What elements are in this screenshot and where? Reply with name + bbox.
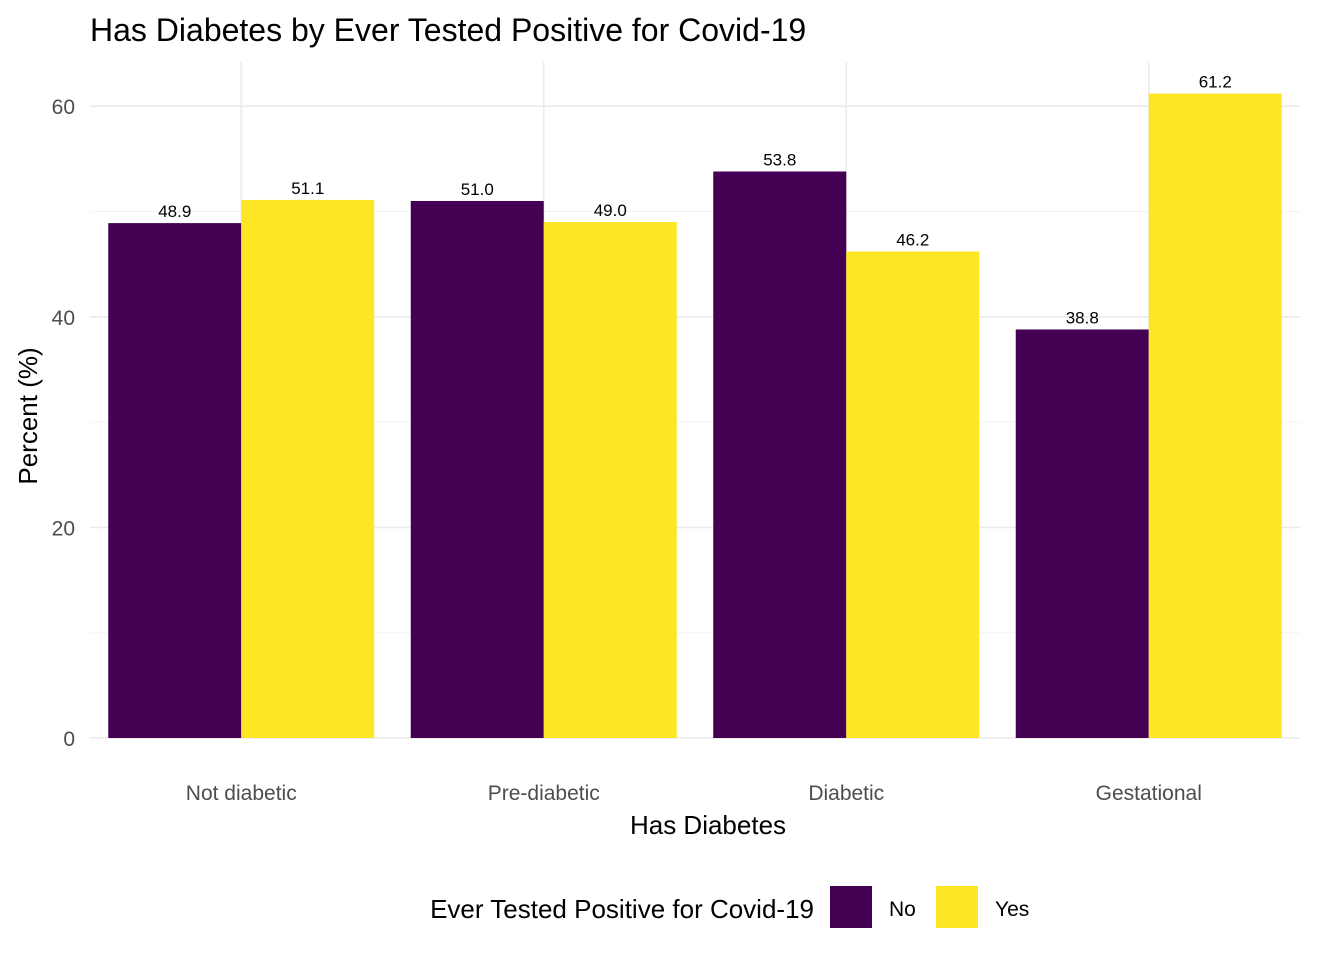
data-label-yes-2: 46.2 <box>896 231 929 250</box>
legend-label-yes: Yes <box>995 898 1029 921</box>
y-tick-label: 0 <box>63 728 75 751</box>
legend-items: No Yes <box>830 886 1029 928</box>
legend-title: Ever Tested Positive for Covid-19 <box>430 894 814 924</box>
data-label-yes-3: 61.2 <box>1199 73 1232 92</box>
y-tick-label: 60 <box>52 96 75 119</box>
y-axis-ticks: 0 20 40 60 <box>52 96 75 751</box>
bar-no-0 <box>108 223 242 739</box>
data-label-no-1: 51.0 <box>461 180 494 199</box>
bar-yes-1 <box>543 222 677 738</box>
x-tick-label: Not diabetic <box>186 782 297 805</box>
data-label-no-2: 53.8 <box>763 151 796 170</box>
data-label-no-0: 48.9 <box>158 202 191 221</box>
bar-yes-3 <box>1148 93 1282 738</box>
data-label-no-3: 38.8 <box>1066 308 1099 327</box>
bar-no-1 <box>410 200 544 738</box>
bar-no-3 <box>1015 329 1149 738</box>
legend: Ever Tested Positive for Covid-19 No Yes <box>430 886 1029 928</box>
legend-key-no <box>830 886 872 928</box>
chart-title: Has Diabetes by Ever Tested Positive for… <box>90 12 806 48</box>
y-axis-title: Percent (%) <box>13 347 43 484</box>
bars <box>108 93 1282 739</box>
x-axis-ticks: Not diabetic Pre-diabetic Diabetic Gestatio… <box>186 782 1202 805</box>
data-label-yes-0: 51.1 <box>291 179 324 198</box>
legend-key-yes <box>936 886 978 928</box>
x-tick-label: Pre-diabetic <box>488 782 600 805</box>
y-tick-label: 20 <box>52 517 75 540</box>
bar-yes-2 <box>846 251 980 738</box>
x-tick-label: Diabetic <box>808 782 884 805</box>
x-tick-label: Gestational <box>1096 782 1202 805</box>
bar-no-2 <box>713 171 847 738</box>
y-tick-label: 40 <box>52 307 75 330</box>
legend-label-no: No <box>889 898 916 921</box>
x-axis-title: Has Diabetes <box>630 810 786 840</box>
data-label-yes-1: 49.0 <box>594 201 627 220</box>
data-labels: 48.9 51.1 51.0 49.0 53.8 46.2 38.8 61.2 <box>158 73 1232 328</box>
bar-yes-0 <box>241 199 375 739</box>
